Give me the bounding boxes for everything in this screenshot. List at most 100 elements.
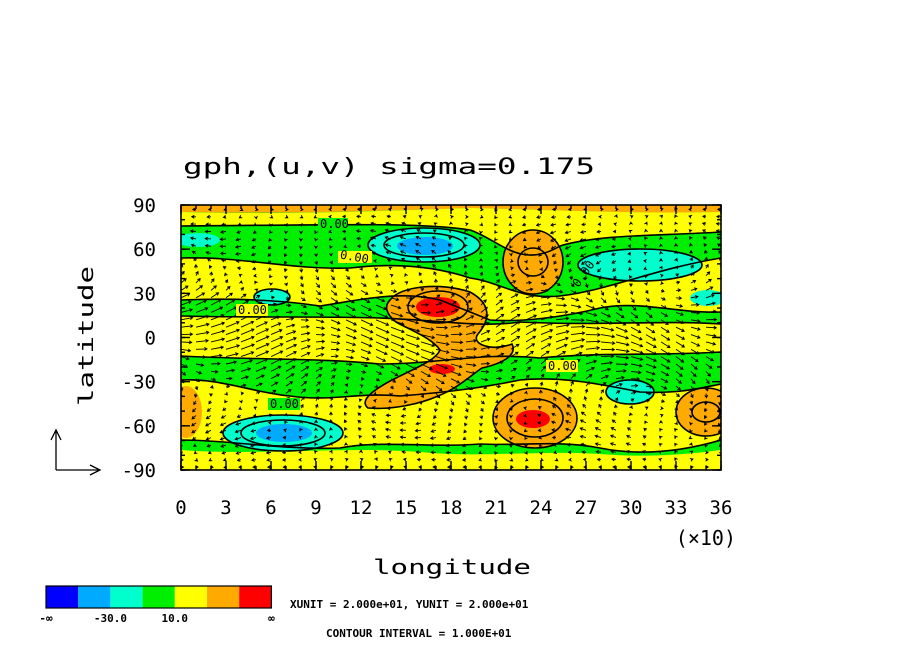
wind-vector-arrow [219, 244, 227, 249]
wind-vector-arrow [610, 427, 617, 431]
wind-vector-arrow [479, 415, 484, 420]
wind-vector-arrow [570, 337, 586, 343]
wind-vector-arrow [405, 296, 414, 301]
y-tick-label: -30 [122, 372, 156, 394]
wind-vector-arrow [660, 326, 670, 333]
wind-vector-arrow [210, 369, 219, 374]
wind-vector-arrow [480, 329, 491, 336]
wind-vector-arrow [462, 436, 467, 440]
wind-vector-arrow [405, 385, 410, 391]
wind-vector-arrow [181, 316, 194, 321]
wind-vector-arrow [285, 365, 296, 372]
wind-vector-arrow [255, 295, 261, 299]
wind-vector-arrow [552, 443, 557, 447]
wind-vector-arrow [236, 230, 242, 234]
wind-vector-arrow [267, 245, 272, 250]
wind-vector-arrow [642, 457, 647, 462]
wind-vector-arrow [594, 434, 602, 439]
wind-vector-arrow [195, 378, 200, 383]
wind-vector-arrow [525, 280, 533, 285]
wind-vector-arrow [585, 319, 600, 324]
contour-label: 0.00 [270, 397, 299, 411]
wind-vector-arrow [585, 312, 598, 317]
wind-vector-arrow [449, 214, 454, 219]
wind-vector-arrow [704, 436, 708, 440]
wind-vector-arrow [386, 406, 392, 411]
wind-vector-arrow [204, 429, 212, 434]
wind-vector-arrow [705, 278, 712, 284]
wind-vector-arrow [660, 378, 669, 383]
wind-vector-arrow [270, 309, 279, 313]
wind-vector-arrow [495, 352, 505, 358]
wind-vector-arrow [181, 332, 194, 337]
wind-vector-arrow [609, 434, 617, 439]
wind-vector-arrow [690, 348, 700, 355]
wind-vector-arrow [540, 328, 554, 336]
field-region-cyan-far-nw [181, 233, 220, 247]
wind-vector-arrow [658, 435, 663, 440]
wind-vector-arrow [580, 253, 587, 257]
wind-vector-arrow [660, 281, 664, 285]
wind-vector-arrow [344, 426, 348, 431]
wind-vector-arrow [416, 414, 422, 419]
field-region-central-structure [365, 286, 514, 409]
wind-vector-arrow [479, 429, 483, 434]
wind-vector-arrow [181, 300, 192, 306]
x-tick-label: 12 [350, 497, 373, 519]
wind-vector-arrow [564, 245, 572, 250]
wind-vector-arrow [566, 404, 572, 409]
wind-vector-arrow [524, 457, 529, 462]
wind-vector-arrow [555, 282, 561, 287]
wind-vector-arrow [371, 251, 377, 256]
wind-vector-arrow [315, 388, 320, 394]
wind-vector-arrow [431, 422, 437, 426]
wind-vector-arrow [225, 352, 239, 358]
wind-vector-arrow [704, 393, 709, 399]
wind-vector-arrow [269, 282, 273, 286]
wind-vector-arrow [371, 413, 377, 417]
wind-vector-arrow [689, 235, 693, 240]
wind-vector-arrow [510, 384, 515, 388]
wind-vector-arrow [567, 260, 572, 266]
x-tick-label: 6 [265, 497, 276, 519]
wind-vector-arrow [509, 407, 513, 411]
wind-vector-arrow [658, 443, 663, 447]
wind-vector-arrow [540, 315, 554, 321]
colorbar-swatch [239, 586, 272, 608]
wind-vector-arrow [181, 285, 189, 291]
wind-vector-arrow [629, 215, 634, 219]
wind-vector-arrow [675, 378, 682, 384]
wind-vector-arrow [461, 443, 467, 448]
wind-vector-arrow [690, 272, 696, 277]
wind-vector-arrow [478, 457, 483, 462]
wind-vector-arrow [360, 356, 370, 361]
wind-vector-arrow [283, 275, 288, 280]
wind-vector-arrow [181, 340, 193, 345]
wind-vector-arrow [384, 427, 392, 432]
reference-vector [50, 428, 102, 476]
field-region-north-band [181, 208, 721, 256]
wind-vector-arrow [404, 393, 409, 398]
wind-vector-arrow [357, 419, 362, 424]
wind-vector-arrow [523, 244, 528, 249]
wind-vector-arrow [570, 290, 578, 295]
wind-vector-arrow [435, 385, 443, 392]
wind-vector-arrow [285, 303, 292, 308]
wind-vector-arrow [464, 222, 469, 227]
wind-vector-arrow [415, 242, 422, 247]
wind-vector-arrow [494, 407, 499, 412]
wind-vector-arrow [314, 411, 319, 416]
wind-vector-arrow [688, 435, 693, 440]
wind-vector-arrow [540, 373, 545, 379]
wind-vector-arrow [239, 399, 243, 404]
wind-vector-arrow [238, 273, 243, 278]
wind-vector-arrow [689, 256, 694, 262]
wind-vector-arrow [510, 367, 517, 372]
wind-vector-arrow [330, 354, 339, 359]
wind-vector-arrow [268, 413, 273, 418]
wind-vector-arrow [645, 304, 652, 310]
wind-vector-arrow [419, 400, 423, 405]
wind-vector-arrow [208, 400, 212, 405]
wind-vector-arrow [494, 215, 498, 220]
